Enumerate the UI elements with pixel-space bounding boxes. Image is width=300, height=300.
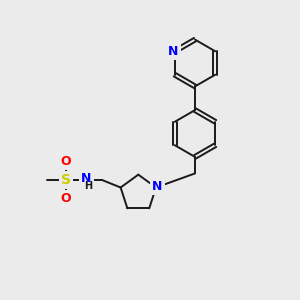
Text: N: N <box>152 179 163 193</box>
Text: O: O <box>61 192 71 206</box>
Text: N: N <box>168 45 178 58</box>
Text: O: O <box>61 154 71 168</box>
Text: N: N <box>81 172 92 185</box>
Text: S: S <box>61 173 71 187</box>
Text: H: H <box>84 181 92 191</box>
